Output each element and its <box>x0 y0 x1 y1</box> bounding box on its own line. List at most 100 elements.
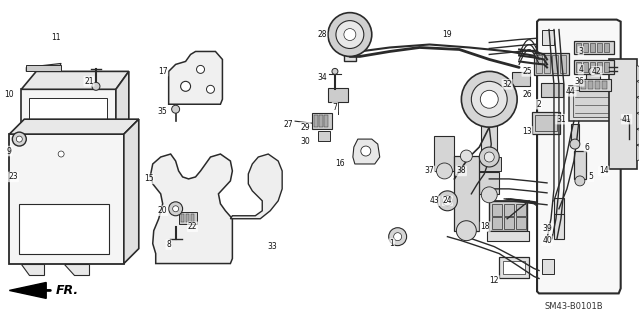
Polygon shape <box>64 263 89 276</box>
Bar <box>590 63 595 72</box>
Circle shape <box>481 187 497 203</box>
Text: 4: 4 <box>579 65 583 74</box>
Bar <box>576 63 581 72</box>
Bar <box>516 217 526 229</box>
Text: 44: 44 <box>566 87 576 96</box>
Circle shape <box>456 221 476 241</box>
Text: 6: 6 <box>584 143 589 152</box>
Polygon shape <box>26 63 61 71</box>
Text: 29: 29 <box>300 122 310 132</box>
Text: 24: 24 <box>443 196 452 205</box>
Polygon shape <box>21 89 116 164</box>
Polygon shape <box>36 164 56 179</box>
Text: 1: 1 <box>389 239 394 248</box>
Text: 5: 5 <box>588 173 593 182</box>
Bar <box>560 56 566 73</box>
Bar <box>576 42 581 52</box>
Polygon shape <box>230 154 282 219</box>
Polygon shape <box>637 81 640 97</box>
Bar <box>454 156 479 231</box>
Text: 8: 8 <box>166 240 171 249</box>
Text: 10: 10 <box>4 90 14 99</box>
Polygon shape <box>116 71 129 164</box>
Circle shape <box>461 71 517 127</box>
Polygon shape <box>637 113 640 129</box>
Text: 31: 31 <box>556 115 566 124</box>
Circle shape <box>344 29 356 41</box>
Circle shape <box>361 146 371 156</box>
Bar <box>318 131 330 141</box>
Text: 25: 25 <box>522 67 532 76</box>
Text: 33: 33 <box>268 242 277 251</box>
Bar <box>191 214 193 222</box>
Bar <box>487 231 529 241</box>
Bar <box>604 42 609 52</box>
Text: 37: 37 <box>425 167 435 175</box>
Polygon shape <box>21 263 44 276</box>
Bar <box>324 115 328 127</box>
Polygon shape <box>151 154 232 263</box>
Polygon shape <box>637 129 640 145</box>
Circle shape <box>207 85 214 93</box>
Text: 38: 38 <box>456 167 466 175</box>
Circle shape <box>442 196 452 206</box>
Bar <box>609 59 637 169</box>
Circle shape <box>394 233 402 241</box>
Bar <box>435 136 454 171</box>
Circle shape <box>196 65 205 73</box>
Circle shape <box>589 67 596 75</box>
Bar <box>179 212 196 224</box>
Text: 26: 26 <box>522 90 532 99</box>
Bar <box>536 56 542 73</box>
Bar <box>29 98 107 156</box>
Text: 7: 7 <box>333 103 337 112</box>
Polygon shape <box>10 119 139 134</box>
Circle shape <box>460 150 472 162</box>
Bar <box>319 115 323 127</box>
Bar <box>586 70 600 81</box>
Circle shape <box>92 82 100 90</box>
Text: FR.: FR. <box>56 284 79 297</box>
Bar <box>503 261 525 274</box>
Bar <box>312 113 332 129</box>
Circle shape <box>169 202 182 216</box>
Bar <box>512 72 530 86</box>
Bar <box>180 214 184 222</box>
Bar <box>504 204 514 216</box>
Bar <box>596 63 602 72</box>
Bar <box>489 201 527 231</box>
Bar <box>579 79 611 91</box>
Bar <box>554 214 564 239</box>
Bar <box>19 204 109 254</box>
Bar <box>588 81 593 89</box>
Bar <box>10 134 124 263</box>
Bar <box>344 33 356 62</box>
Bar <box>595 81 600 89</box>
Polygon shape <box>76 164 96 179</box>
Circle shape <box>471 81 507 117</box>
Text: 28: 28 <box>317 30 327 39</box>
Text: 2: 2 <box>537 100 541 109</box>
Bar <box>534 54 569 75</box>
Bar <box>552 56 558 73</box>
Text: 32: 32 <box>502 80 512 89</box>
Bar <box>492 217 502 229</box>
Circle shape <box>388 228 406 246</box>
Bar <box>574 60 614 74</box>
Bar <box>571 124 579 144</box>
Text: 21: 21 <box>84 77 94 86</box>
Circle shape <box>328 13 372 56</box>
Bar <box>499 256 529 278</box>
Circle shape <box>480 90 498 108</box>
Bar <box>479 172 499 194</box>
Circle shape <box>17 136 22 142</box>
Text: 23: 23 <box>8 173 18 182</box>
Polygon shape <box>124 119 139 263</box>
Bar <box>573 90 610 117</box>
Polygon shape <box>353 139 380 164</box>
Circle shape <box>332 68 338 74</box>
Circle shape <box>58 151 64 157</box>
Circle shape <box>173 206 179 212</box>
Text: 14: 14 <box>599 167 609 175</box>
Bar <box>583 63 588 72</box>
